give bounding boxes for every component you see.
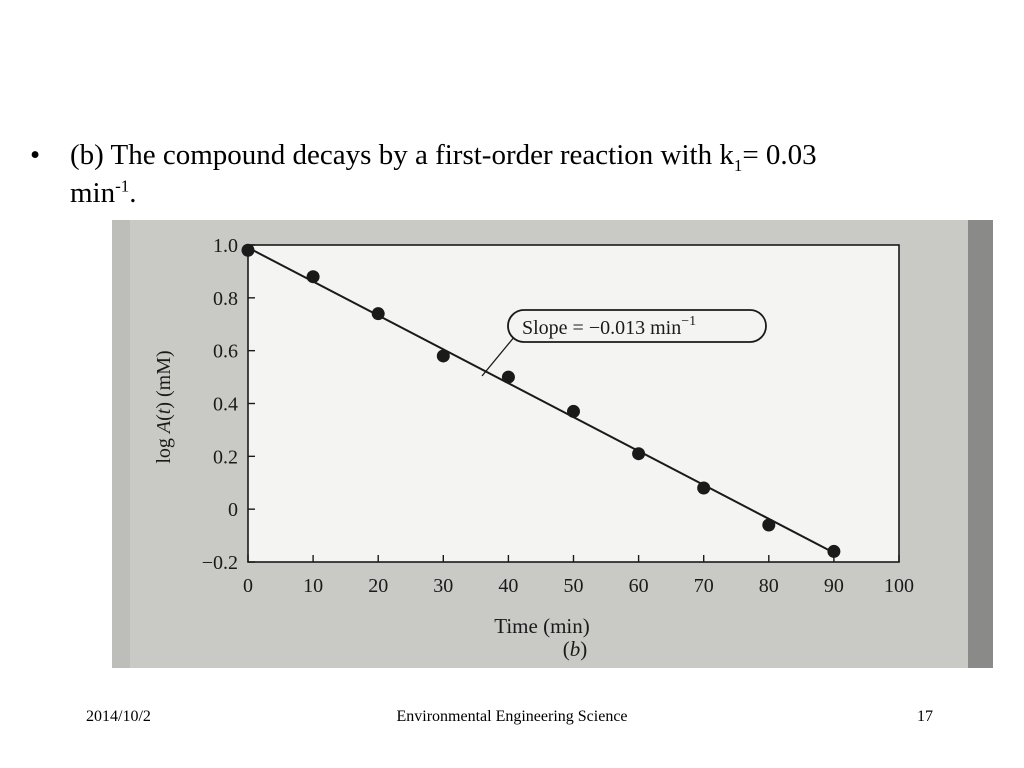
bullet-text-part2: = 0.03 — [742, 139, 817, 171]
y-tick-label: 0.4 — [213, 394, 238, 416]
data-point — [567, 404, 580, 418]
annotation-box — [507, 309, 767, 343]
plot-area — [247, 244, 900, 563]
data-point — [501, 370, 515, 384]
data-point — [306, 270, 320, 284]
bullet-dot: • — [30, 139, 41, 171]
chart-svg: 1.00.80.60.40.20−0.2 0 10 20 30 40 50 60 70 80 90… — [112, 220, 993, 668]
bullet-text: (b) The compound decays by a first-order… — [70, 136, 990, 212]
rate-constant-subscript: 1 — [733, 155, 743, 175]
figure-caption: (b) — [563, 637, 588, 661]
y-tick-label: 0.8 — [213, 288, 238, 310]
data-point — [762, 518, 776, 532]
y-tick-label: 0.6 — [213, 341, 238, 363]
bullet-text-part3: min — [70, 177, 116, 209]
y-tick-label: 0.2 — [213, 446, 238, 468]
unit-superscript: -1 — [115, 176, 130, 196]
data-point — [632, 447, 646, 461]
footer-page-number: 17 — [917, 708, 933, 725]
x-tick-label: 90 — [824, 575, 844, 597]
data-points — [241, 243, 841, 558]
footer-date: 2014/10/2 — [86, 708, 151, 725]
x-tick-label: 60 — [629, 575, 649, 597]
y-tick-label: 0 — [228, 499, 238, 521]
data-point — [371, 307, 385, 321]
data-point — [436, 349, 450, 363]
annotation-leader-line — [481, 335, 516, 377]
x-axis-label: Time (min) — [494, 614, 589, 638]
x-tick-label: 40 — [498, 575, 518, 597]
y-tick-label: 1.0 — [213, 235, 238, 257]
bullet-text-part4: . — [129, 177, 137, 209]
y-tick-label: −0.2 — [202, 552, 238, 574]
data-point — [241, 243, 255, 257]
x-tick-label: 50 — [564, 575, 584, 597]
x-tick-label: 100 — [884, 575, 914, 597]
y-axis: 1.0 0.8 0.6 0.4 0.2 0 −0.2 — [202, 235, 255, 574]
x-tick-label: 20 — [368, 575, 388, 597]
x-tick-label: 70 — [694, 575, 714, 597]
data-point — [697, 481, 711, 495]
bullet-text-part1: (b) The compound decays by a first-order… — [70, 139, 734, 171]
footer-title: Environmental Engineering Science — [396, 708, 628, 725]
x-tick-label: 30 — [433, 575, 453, 597]
scan-left-shade — [112, 220, 130, 668]
data-point — [827, 544, 841, 558]
x-tick-label: 10 — [303, 575, 323, 597]
fit-line — [247, 246, 835, 554]
chart-figure: 1.0 0.8 0.6 0.4 0.2 0 −0.2 0 10 20 30 40 50 60 70 80 90… — [112, 220, 993, 668]
slope-annotation: Slope = −0.013 min−1 — [522, 314, 696, 339]
y-axis-label: log A(t) (mM) — [153, 350, 175, 463]
x-axis: 0 10 20 30 40 50 60 70 80 90 100 — [243, 555, 914, 597]
x-tick-label: 80 — [759, 575, 779, 597]
scan-edge-shadow — [968, 220, 993, 668]
x-tick-label: 0 — [243, 575, 253, 597]
